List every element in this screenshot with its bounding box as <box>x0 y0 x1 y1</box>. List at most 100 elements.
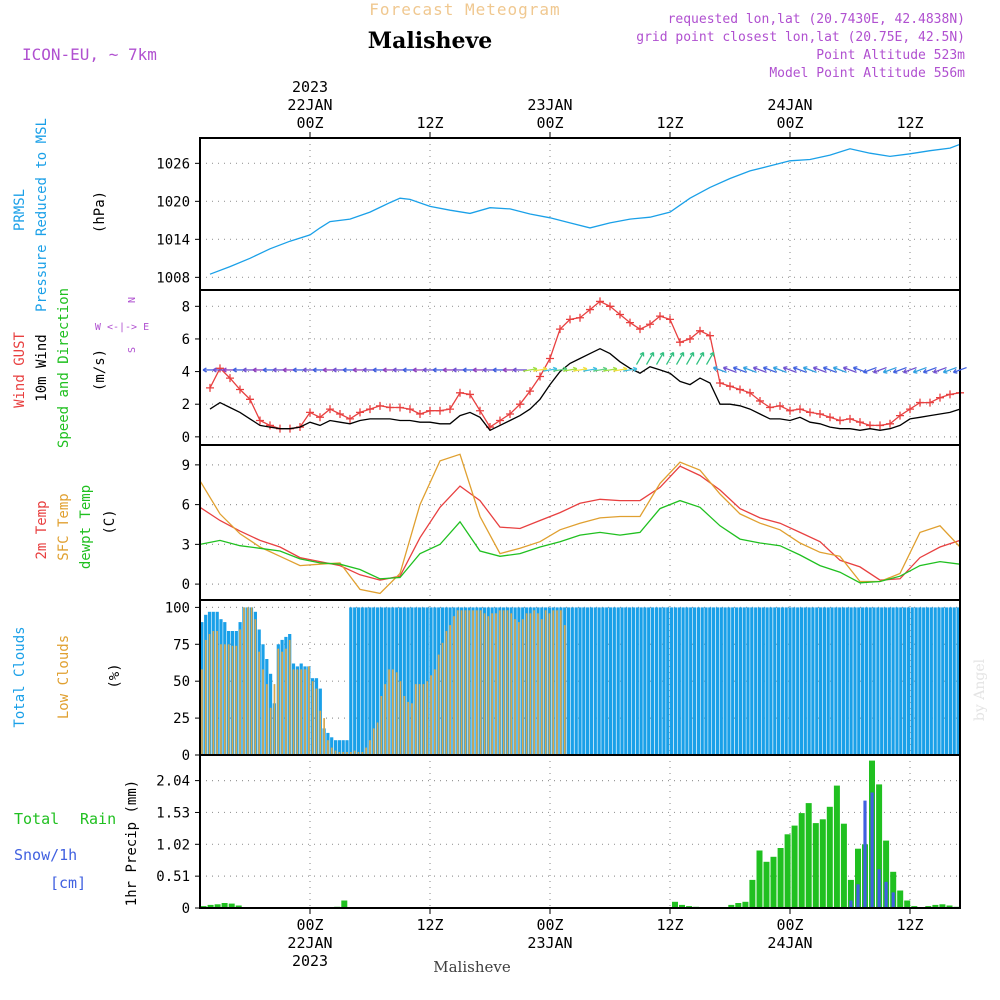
precip-bar-0 <box>819 819 826 908</box>
gust-marker <box>216 364 224 373</box>
clouds-bar-0 <box>574 607 578 755</box>
precip-bar-0 <box>826 806 833 908</box>
point-altitude: Point Altitude 523m <box>816 48 965 63</box>
clouds-bar-1 <box>426 681 429 755</box>
wind-arrowhead <box>902 368 908 374</box>
clouds-bar-0 <box>418 607 422 755</box>
wind-ytick-label: 0 <box>182 430 190 446</box>
clouds-bar-0 <box>788 607 792 755</box>
clouds-bar-1 <box>544 610 547 755</box>
temperature-panel: 2m Temp SFC Temp dewpt Temp (C) 0 3 6 9 <box>34 444 961 601</box>
wind-arrowhead <box>222 367 227 373</box>
clouds-bar-0 <box>861 607 865 755</box>
wind-arrowhead <box>669 351 675 357</box>
precip-bar-0 <box>207 904 214 908</box>
precip-label-snow: Snow/1h <box>14 846 77 864</box>
clouds-bar-1 <box>483 613 486 755</box>
wind-arrowhead <box>292 367 297 373</box>
clouds-bar-1 <box>540 619 543 755</box>
gust-marker <box>776 401 784 410</box>
wind-arrowhead <box>742 366 748 372</box>
clouds-bar-0 <box>868 607 872 755</box>
wind-arrowhead <box>952 368 958 374</box>
clouds-label-low: Low Clouds <box>56 635 72 719</box>
gust-marker <box>546 354 554 363</box>
clouds-bar-1 <box>231 645 234 755</box>
wind-arrow <box>753 366 767 373</box>
clouds-ytick-label: 25 <box>173 711 190 727</box>
clouds-bar-1 <box>556 610 558 755</box>
requested-coords: requested lon,lat (20.7430E, 42.4838N) <box>668 12 965 27</box>
precip-panel: Total Rain Snow/1h [cm] 1hr Precip (mm) … <box>14 754 961 917</box>
gust-marker <box>316 413 324 422</box>
clouds-bar-0 <box>849 607 853 755</box>
precip-bar-0 <box>855 848 861 908</box>
clouds-bar-0 <box>402 607 406 755</box>
clouds-bar-0 <box>406 607 410 755</box>
clouds-bar-1 <box>529 613 532 755</box>
gust-marker <box>236 385 244 394</box>
clouds-bar-0 <box>608 607 613 755</box>
clouds-bar-1 <box>376 722 379 755</box>
clouds-bar-1 <box>273 684 276 755</box>
wind-arrow <box>873 366 887 373</box>
wind-arrow <box>522 368 538 372</box>
bottom-axis-hour-label: 00Z <box>296 916 323 934</box>
wind-arrow <box>695 352 705 365</box>
model-label: ICON-EU, ~ 7km <box>22 45 157 64</box>
clouds-bar-1 <box>288 639 291 755</box>
clouds-bar-1 <box>315 688 318 755</box>
gust-marker <box>246 395 254 404</box>
precip-bar-0 <box>228 903 235 908</box>
top-axis-year-label: 2023 <box>292 78 328 96</box>
clouds-bar-1 <box>456 610 459 755</box>
gust-marker <box>796 405 804 414</box>
clouds-bar-0 <box>612 607 616 755</box>
clouds-bar-1 <box>510 613 513 755</box>
gust-marker <box>896 411 904 420</box>
bottom-axis-hour-label: 00Z <box>776 916 803 934</box>
pressure-unit: (hPa) <box>92 191 108 233</box>
gust-marker <box>406 405 414 414</box>
wind-arrowhead <box>709 351 715 357</box>
wind-ytick-label: 6 <box>182 332 190 348</box>
gust-marker <box>766 403 774 412</box>
wind-arrowhead <box>842 366 848 372</box>
clouds-bar-1 <box>327 740 329 755</box>
wind-arrowhead <box>272 367 277 373</box>
gust-marker <box>756 396 764 405</box>
wind-arrow <box>705 352 715 365</box>
clouds-bar-0 <box>376 607 380 755</box>
clouds-bar-1 <box>296 669 299 755</box>
precip-bar-0 <box>679 904 685 908</box>
clouds-bar-1 <box>319 710 322 755</box>
clouds-bar-1 <box>224 644 226 755</box>
wind-arrowhead <box>922 368 928 374</box>
wind-arrowhead <box>892 368 898 374</box>
clouds-bar-0 <box>731 607 735 755</box>
clouds-bar-0 <box>349 607 353 755</box>
clouds-bar-1 <box>411 703 413 755</box>
wind-arrowhead <box>882 368 888 374</box>
wind-ytick-label: 2 <box>182 397 190 413</box>
wind-arrow <box>542 368 558 372</box>
wind-arrow <box>572 368 588 372</box>
clouds-bar-1 <box>277 648 280 755</box>
precip-unit: 1hr Precip (mm) <box>124 780 140 906</box>
gust-marker <box>436 406 444 415</box>
clouds-bar-1 <box>563 625 566 755</box>
clouds-bar-1 <box>357 752 360 755</box>
wind-arrowhead <box>442 367 447 373</box>
wind-label-gust: Wind GUST <box>12 332 28 408</box>
clouds-bar-0 <box>918 607 922 755</box>
clouds-bar-0 <box>937 607 941 755</box>
wind-arrowhead <box>212 367 217 373</box>
clouds-bar-1 <box>491 613 493 755</box>
pressure-series-0 <box>209 143 961 275</box>
model-altitude: Model Point Altitude 556m <box>769 66 965 81</box>
temp-label-dewpt: dewpt Temp <box>78 485 94 569</box>
clouds-ytick-label: 0 <box>182 748 190 764</box>
wind-arrow <box>913 366 927 373</box>
precip-bar-0 <box>770 856 777 908</box>
